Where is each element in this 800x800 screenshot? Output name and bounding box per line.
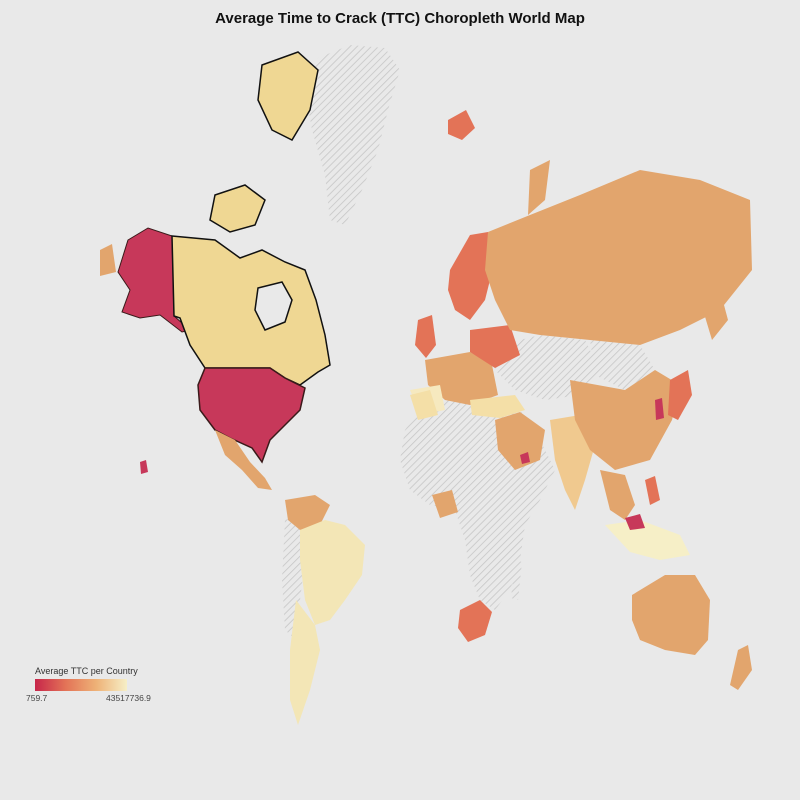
arctic-islands[interactable] xyxy=(209,184,266,233)
russia-north-islands[interactable] xyxy=(528,160,550,215)
eastern-europe[interactable] xyxy=(470,325,520,368)
argentina-chile[interactable] xyxy=(290,600,320,725)
legend: Average TTC per Country 759.7 43517736.9 xyxy=(26,666,166,705)
brazil[interactable] xyxy=(300,520,365,625)
korea[interactable] xyxy=(655,398,664,420)
legend-title: Average TTC per Country xyxy=(35,666,138,676)
south-africa[interactable] xyxy=(458,600,492,642)
western-europe[interactable] xyxy=(425,352,498,405)
india[interactable] xyxy=(550,415,595,510)
legend-min-label: 759.7 xyxy=(26,693,48,703)
southeast-asia[interactable] xyxy=(600,470,635,520)
new-zealand[interactable] xyxy=(730,645,752,690)
aleutian-edge[interactable] xyxy=(100,244,116,276)
kamchatka[interactable] xyxy=(700,290,728,340)
nigeria[interactable] xyxy=(432,490,458,518)
mongolia-nodata[interactable] xyxy=(590,340,655,390)
hudson-bay xyxy=(254,281,293,331)
map-title: Average Time to Crack (TTC) Choropleth W… xyxy=(215,10,585,27)
malaysia[interactable] xyxy=(625,514,645,530)
turkey[interactable] xyxy=(470,395,525,418)
united-states[interactable] xyxy=(197,367,306,464)
philippines[interactable] xyxy=(645,476,660,505)
mexico[interactable] xyxy=(215,430,272,490)
iceland[interactable] xyxy=(448,110,475,140)
canada[interactable] xyxy=(171,235,331,386)
indonesia[interactable] xyxy=(605,520,690,560)
china[interactable] xyxy=(570,370,680,470)
legend-color-bar xyxy=(35,679,127,691)
japan[interactable] xyxy=(668,370,692,420)
morocco-region[interactable] xyxy=(410,390,438,420)
madagascar-nodata[interactable] xyxy=(511,560,522,600)
hawaii[interactable] xyxy=(140,460,148,474)
legend-max-label: 43517736.9 xyxy=(106,693,151,703)
uk[interactable] xyxy=(415,315,436,358)
south-america-nodata-west[interactable] xyxy=(282,515,305,640)
legend-labels: 759.7 43517736.9 xyxy=(26,693,166,705)
russia[interactable] xyxy=(485,170,752,345)
greenland[interactable] xyxy=(305,45,400,225)
scandinavia[interactable] xyxy=(448,232,495,320)
colombia-venezuela[interactable] xyxy=(285,495,330,530)
baffin-island[interactable] xyxy=(257,51,319,141)
middle-east[interactable] xyxy=(495,412,545,470)
uae[interactable] xyxy=(520,452,530,464)
australia[interactable] xyxy=(632,575,710,655)
